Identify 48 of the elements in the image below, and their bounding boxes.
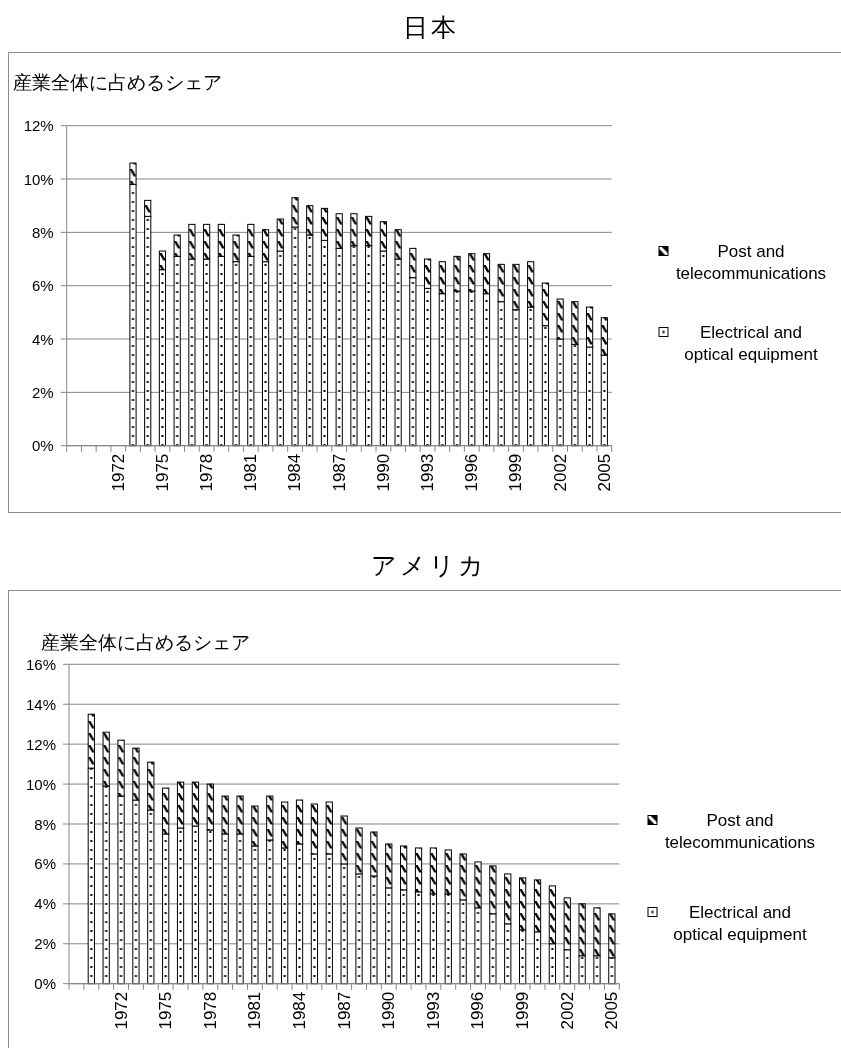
x-tick-label: 1984 bbox=[290, 991, 310, 1030]
y-tick-label: 6% bbox=[34, 855, 56, 873]
y-tick-label: 8% bbox=[32, 223, 54, 241]
y-tick-label: 10% bbox=[23, 170, 54, 188]
x-tick-label: 1999 bbox=[506, 453, 526, 492]
x-tick-label: 1996 bbox=[462, 453, 482, 492]
x-tick-label: 2005 bbox=[602, 991, 622, 1030]
x-tick-label: 1987 bbox=[329, 453, 349, 492]
y-tick-label: 4% bbox=[34, 895, 56, 913]
y-tick-label: 12% bbox=[23, 117, 54, 135]
x-tick-label: 2005 bbox=[594, 453, 614, 492]
x-tick-label: 2002 bbox=[550, 453, 570, 492]
x-tick-label: 1981 bbox=[241, 453, 261, 492]
x-tick-label: 1990 bbox=[373, 453, 393, 492]
y-tick-label: 10% bbox=[25, 775, 56, 793]
y-tick-label: 0% bbox=[34, 975, 56, 993]
chart-title: 日本 bbox=[403, 13, 459, 41]
y-tick-label: 12% bbox=[25, 735, 56, 753]
x-tick-label: 1984 bbox=[285, 453, 305, 492]
x-tick-label: 1975 bbox=[156, 991, 176, 1030]
y-axis-title: 産業全体に占めるシェア bbox=[41, 631, 250, 653]
x-tick-label: 2002 bbox=[557, 991, 577, 1030]
y-tick-label: 6% bbox=[32, 277, 54, 295]
text: Electrical and optical equipment bbox=[684, 322, 818, 364]
y-tick-label: 4% bbox=[32, 330, 54, 348]
y-axis-title: 産業全体に占めるシェア bbox=[13, 71, 222, 93]
x-tick-label: 1987 bbox=[334, 991, 354, 1030]
x-tick-label: 1990 bbox=[379, 991, 399, 1030]
x-tick-label: 1999 bbox=[513, 991, 533, 1030]
text: Post and telecommunications bbox=[675, 241, 827, 283]
text: Electrical and optical equipment bbox=[673, 902, 807, 944]
x-tick-label: 1996 bbox=[468, 991, 488, 1030]
x-tick-label: 1993 bbox=[418, 453, 438, 492]
y-tick-label: 2% bbox=[34, 935, 56, 953]
x-tick-label: 1972 bbox=[108, 453, 128, 492]
x-tick-label: 1978 bbox=[197, 453, 217, 492]
x-tick-label: 1978 bbox=[200, 991, 220, 1030]
x-tick-label: 1975 bbox=[152, 453, 172, 492]
y-tick-label: 16% bbox=[25, 655, 56, 673]
y-tick-label: 8% bbox=[34, 815, 56, 833]
y-tick-label: 0% bbox=[32, 437, 54, 455]
y-tick-label: 2% bbox=[32, 383, 54, 401]
chart-title: アメリカ bbox=[371, 551, 487, 579]
x-tick-label: 1981 bbox=[245, 991, 265, 1030]
y-tick-label: 14% bbox=[25, 695, 56, 713]
x-tick-label: 1993 bbox=[423, 991, 443, 1030]
text: Post and telecommunications bbox=[664, 810, 816, 852]
x-tick-label: 1972 bbox=[111, 991, 131, 1030]
